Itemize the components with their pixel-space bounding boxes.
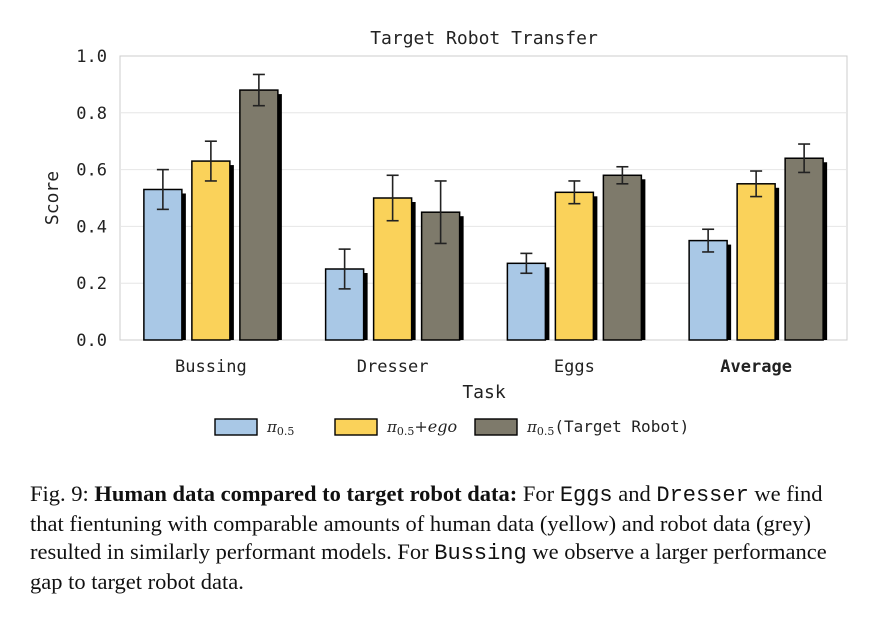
caption-text-1: For — [517, 481, 560, 506]
bar-bussing-series-1 — [143, 188, 183, 341]
plot-area — [119, 55, 848, 341]
caption-text-2: and — [612, 481, 657, 506]
legend-swatch-2 — [334, 418, 378, 436]
x-axis-ticks: Bussing Dresser Eggs Average — [175, 357, 792, 377]
bar-average-series-2 — [736, 183, 776, 341]
caption-text-3: we find that fientuning with comparable … — [30, 481, 823, 564]
legend: π0.5 π0.5+ego π0.5(Target Robot) — [214, 417, 689, 438]
legend-pi-symbol: π — [526, 418, 538, 436]
bars — [143, 73, 828, 341]
y-tick-label: 0.0 — [76, 331, 107, 351]
bar-dresser-series-2 — [372, 197, 413, 341]
bar-eggs-series-2 — [554, 191, 595, 341]
bar-average-series-1 — [688, 239, 728, 341]
legend-entry-2: π0.5+ego — [386, 417, 457, 438]
legend-subscript: 0.5 — [537, 425, 555, 438]
x-tick-label: Bussing — [175, 357, 247, 377]
x-tick-label: Eggs — [554, 357, 595, 377]
legend-suffix: (Target Robot) — [554, 417, 689, 436]
legend-entry-1: π0.5 — [266, 418, 294, 438]
legend-pi-symbol: π — [266, 418, 278, 436]
chart-title: Target Robot Transfer — [370, 28, 598, 49]
bar-bussing-series-3 — [239, 89, 279, 341]
y-tick-label: 0.8 — [76, 104, 107, 124]
legend-swatch-3 — [474, 418, 518, 436]
bar-average-series-3 — [784, 157, 824, 341]
y-axis-label: Score — [42, 171, 63, 225]
y-tick-label: 0.4 — [76, 217, 107, 237]
caption-code-dresser: Dresser — [656, 483, 749, 508]
legend-entry-3: π0.5(Target Robot) — [526, 417, 689, 438]
caption-text-4: we observe a larger performance gap to t… — [30, 539, 827, 594]
x-tick-label: Average — [720, 357, 792, 377]
caption-prefix: Fig. 9: — [30, 481, 95, 506]
bar-chart: Target Robot Transfer 0.0 0.2 0.4 0.6 0.8 1.0… — [42, 28, 848, 438]
legend-pi-symbol: π — [386, 418, 398, 436]
caption-code-bussing: Bussing — [434, 541, 527, 566]
x-tick-label: Dresser — [357, 357, 429, 377]
legend-suffix: +ego — [414, 417, 457, 436]
y-tick-label: 0.2 — [76, 274, 107, 294]
legend-subscript: 0.5 — [277, 425, 295, 438]
legend-swatch-1 — [214, 418, 258, 436]
y-axis-ticks: 0.0 0.2 0.4 0.6 0.8 1.0 — [76, 47, 107, 351]
x-axis-label: Task — [462, 382, 506, 403]
bar-eggs-series-3 — [602, 174, 643, 341]
bar-eggs-series-1 — [506, 262, 547, 341]
bar-bussing-series-2 — [191, 160, 231, 341]
caption-title: Human data compared to target robot data… — [94, 481, 518, 506]
figure-caption: Fig. 9: Human data compared to target ro… — [30, 480, 860, 596]
caption-code-eggs: Eggs — [559, 483, 613, 508]
legend-subscript: 0.5 — [397, 425, 415, 438]
y-tick-label: 0.6 — [76, 161, 107, 181]
y-tick-label: 1.0 — [76, 47, 107, 67]
